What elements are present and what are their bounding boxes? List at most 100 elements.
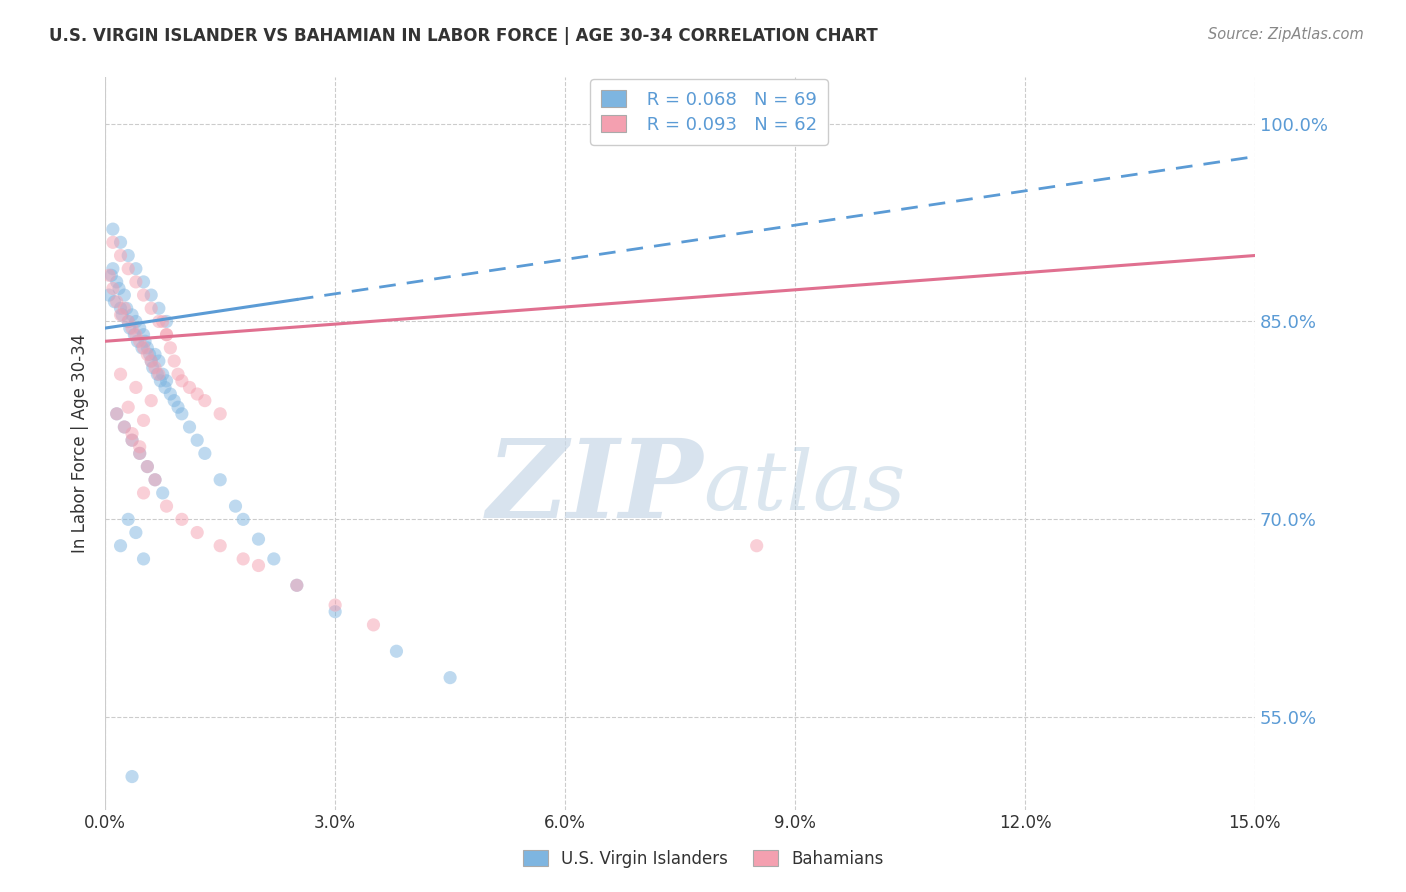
Point <box>152 368 174 382</box>
Point <box>155 314 177 328</box>
Point <box>323 605 346 619</box>
Point <box>285 578 308 592</box>
Point <box>108 281 131 295</box>
Point <box>125 261 148 276</box>
Point <box>186 433 208 447</box>
Point <box>163 393 186 408</box>
Point <box>186 387 208 401</box>
Point <box>128 446 150 460</box>
Point <box>155 499 177 513</box>
Point <box>117 512 139 526</box>
Point <box>155 374 177 388</box>
Point <box>121 433 143 447</box>
Point <box>170 512 193 526</box>
Point <box>111 308 134 322</box>
Point <box>136 459 159 474</box>
Point <box>125 327 148 342</box>
Point <box>155 327 177 342</box>
Point <box>179 420 201 434</box>
Point <box>152 314 174 328</box>
Point <box>225 499 247 513</box>
Point <box>142 360 165 375</box>
Point <box>209 539 232 553</box>
Legend:  R = 0.068   N = 69,  R = 0.093   N = 62: R = 0.068 N = 69, R = 0.093 N = 62 <box>591 79 828 145</box>
Point <box>159 341 181 355</box>
Point <box>105 294 128 309</box>
Point <box>141 354 163 368</box>
Point <box>179 380 201 394</box>
Point <box>121 321 143 335</box>
Point <box>98 268 121 283</box>
Point <box>167 401 190 415</box>
Point <box>141 301 163 316</box>
Point <box>125 525 148 540</box>
Point <box>112 420 135 434</box>
Point <box>110 308 132 322</box>
Point <box>247 532 270 546</box>
Point <box>136 347 159 361</box>
Point <box>131 341 153 355</box>
Text: ZIP: ZIP <box>486 434 703 541</box>
Point <box>103 294 125 309</box>
Text: atlas: atlas <box>703 448 905 527</box>
Point <box>105 275 128 289</box>
Point <box>170 374 193 388</box>
Point <box>121 426 143 441</box>
Point <box>101 235 124 250</box>
Point <box>155 327 177 342</box>
Point <box>143 360 166 375</box>
Point <box>132 413 155 427</box>
Point <box>132 327 155 342</box>
Point <box>127 334 149 349</box>
Point <box>136 341 159 355</box>
Point <box>159 387 181 401</box>
Point <box>134 334 156 349</box>
Point <box>167 368 190 382</box>
Legend: U.S. Virgin Islanders, Bahamians: U.S. Virgin Islanders, Bahamians <box>516 844 890 875</box>
Point <box>132 341 155 355</box>
Point <box>141 393 163 408</box>
Point <box>138 347 160 361</box>
Point <box>117 401 139 415</box>
Point <box>125 380 148 394</box>
Point <box>132 486 155 500</box>
Point <box>112 288 135 302</box>
Point <box>149 374 172 388</box>
Point <box>170 407 193 421</box>
Point <box>115 301 138 316</box>
Point <box>125 314 148 328</box>
Point <box>128 446 150 460</box>
Point <box>323 598 346 612</box>
Point <box>153 380 176 394</box>
Point <box>110 539 132 553</box>
Point <box>209 473 232 487</box>
Point <box>110 301 132 316</box>
Point <box>232 512 254 526</box>
Point <box>148 314 170 328</box>
Point <box>363 618 385 632</box>
Point <box>117 261 139 276</box>
Point <box>101 222 124 236</box>
Point <box>98 288 121 302</box>
Point <box>143 473 166 487</box>
Point <box>163 354 186 368</box>
Point <box>141 288 163 302</box>
Point <box>128 321 150 335</box>
Point <box>385 644 408 658</box>
Point <box>112 301 135 316</box>
Point <box>117 314 139 328</box>
Point <box>121 308 143 322</box>
Point <box>112 420 135 434</box>
Point <box>232 552 254 566</box>
Point <box>247 558 270 573</box>
Point <box>121 433 143 447</box>
Point <box>124 327 146 342</box>
Point <box>285 578 308 592</box>
Point <box>141 354 163 368</box>
Point <box>148 354 170 368</box>
Point <box>101 281 124 295</box>
Point <box>186 525 208 540</box>
Point <box>148 368 170 382</box>
Point <box>105 407 128 421</box>
Point <box>128 440 150 454</box>
